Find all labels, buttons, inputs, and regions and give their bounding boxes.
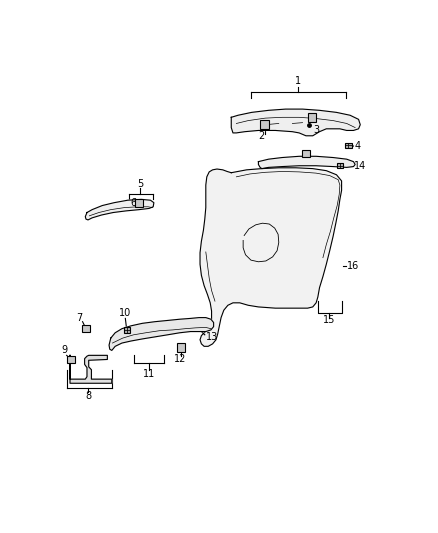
- Text: 12: 12: [173, 353, 186, 364]
- Polygon shape: [85, 199, 154, 220]
- Bar: [345, 142, 352, 148]
- Bar: [67, 356, 75, 363]
- Text: 2: 2: [259, 131, 265, 141]
- Bar: [337, 163, 343, 168]
- Polygon shape: [200, 168, 342, 346]
- Bar: [307, 113, 317, 122]
- Text: 4: 4: [354, 141, 360, 151]
- Polygon shape: [231, 109, 360, 136]
- Bar: [302, 150, 310, 157]
- Text: 10: 10: [119, 309, 131, 319]
- Text: 16: 16: [347, 261, 360, 271]
- Text: 8: 8: [85, 391, 91, 401]
- Text: 15: 15: [323, 316, 335, 326]
- Text: 9: 9: [61, 345, 67, 356]
- Text: 6: 6: [131, 198, 137, 208]
- Text: 13: 13: [206, 332, 218, 342]
- Polygon shape: [70, 356, 112, 383]
- Text: 1: 1: [295, 76, 301, 86]
- Bar: [124, 327, 130, 333]
- Text: 5: 5: [137, 179, 143, 189]
- Bar: [260, 120, 269, 129]
- Bar: [82, 325, 90, 333]
- Bar: [177, 343, 185, 352]
- Polygon shape: [109, 318, 214, 350]
- Text: 7: 7: [76, 312, 82, 322]
- Bar: [135, 199, 143, 207]
- Text: 14: 14: [353, 161, 366, 171]
- Text: 11: 11: [143, 369, 155, 379]
- Polygon shape: [258, 156, 355, 168]
- Text: 3: 3: [314, 125, 320, 135]
